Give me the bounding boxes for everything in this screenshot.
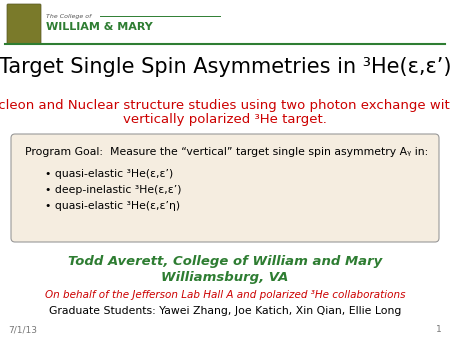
Text: WILLIAM & MARY: WILLIAM & MARY <box>46 22 153 32</box>
Text: Williamsburg, VA: Williamsburg, VA <box>161 270 289 284</box>
Text: On behalf of the Jefferson Lab Hall A and polarized ³He collaborations: On behalf of the Jefferson Lab Hall A an… <box>45 290 405 300</box>
FancyBboxPatch shape <box>7 4 41 44</box>
Text: • quasi-elastic ³He(ε,ε’η): • quasi-elastic ³He(ε,ε’η) <box>45 201 180 211</box>
Text: The College of: The College of <box>46 14 91 19</box>
FancyBboxPatch shape <box>11 134 439 242</box>
Text: 7/1/13: 7/1/13 <box>8 325 37 335</box>
Text: Program Goal:  Measure the “vertical” target single spin asymmetry Aᵧ in:: Program Goal: Measure the “vertical” tar… <box>25 147 428 157</box>
Text: • quasi-elastic ³He(ε,ε’): • quasi-elastic ³He(ε,ε’) <box>45 169 173 179</box>
Text: Target Single Spin Asymmetries in ³He(ε,ε’): Target Single Spin Asymmetries in ³He(ε,… <box>0 57 450 77</box>
Text: • deep-inelastic ³He(ε,ε’): • deep-inelastic ³He(ε,ε’) <box>45 185 181 195</box>
Text: Nucleon and Nuclear structure studies using two photon exchange with a: Nucleon and Nuclear structure studies us… <box>0 98 450 112</box>
Text: vertically polarized ³He target.: vertically polarized ³He target. <box>123 113 327 125</box>
Text: Graduate Students: Yawei Zhang, Joe Katich, Xin Qian, Ellie Long: Graduate Students: Yawei Zhang, Joe Kati… <box>49 306 401 316</box>
Text: 1: 1 <box>436 325 442 335</box>
Text: Todd Averett, College of William and Mary: Todd Averett, College of William and Mar… <box>68 256 382 268</box>
